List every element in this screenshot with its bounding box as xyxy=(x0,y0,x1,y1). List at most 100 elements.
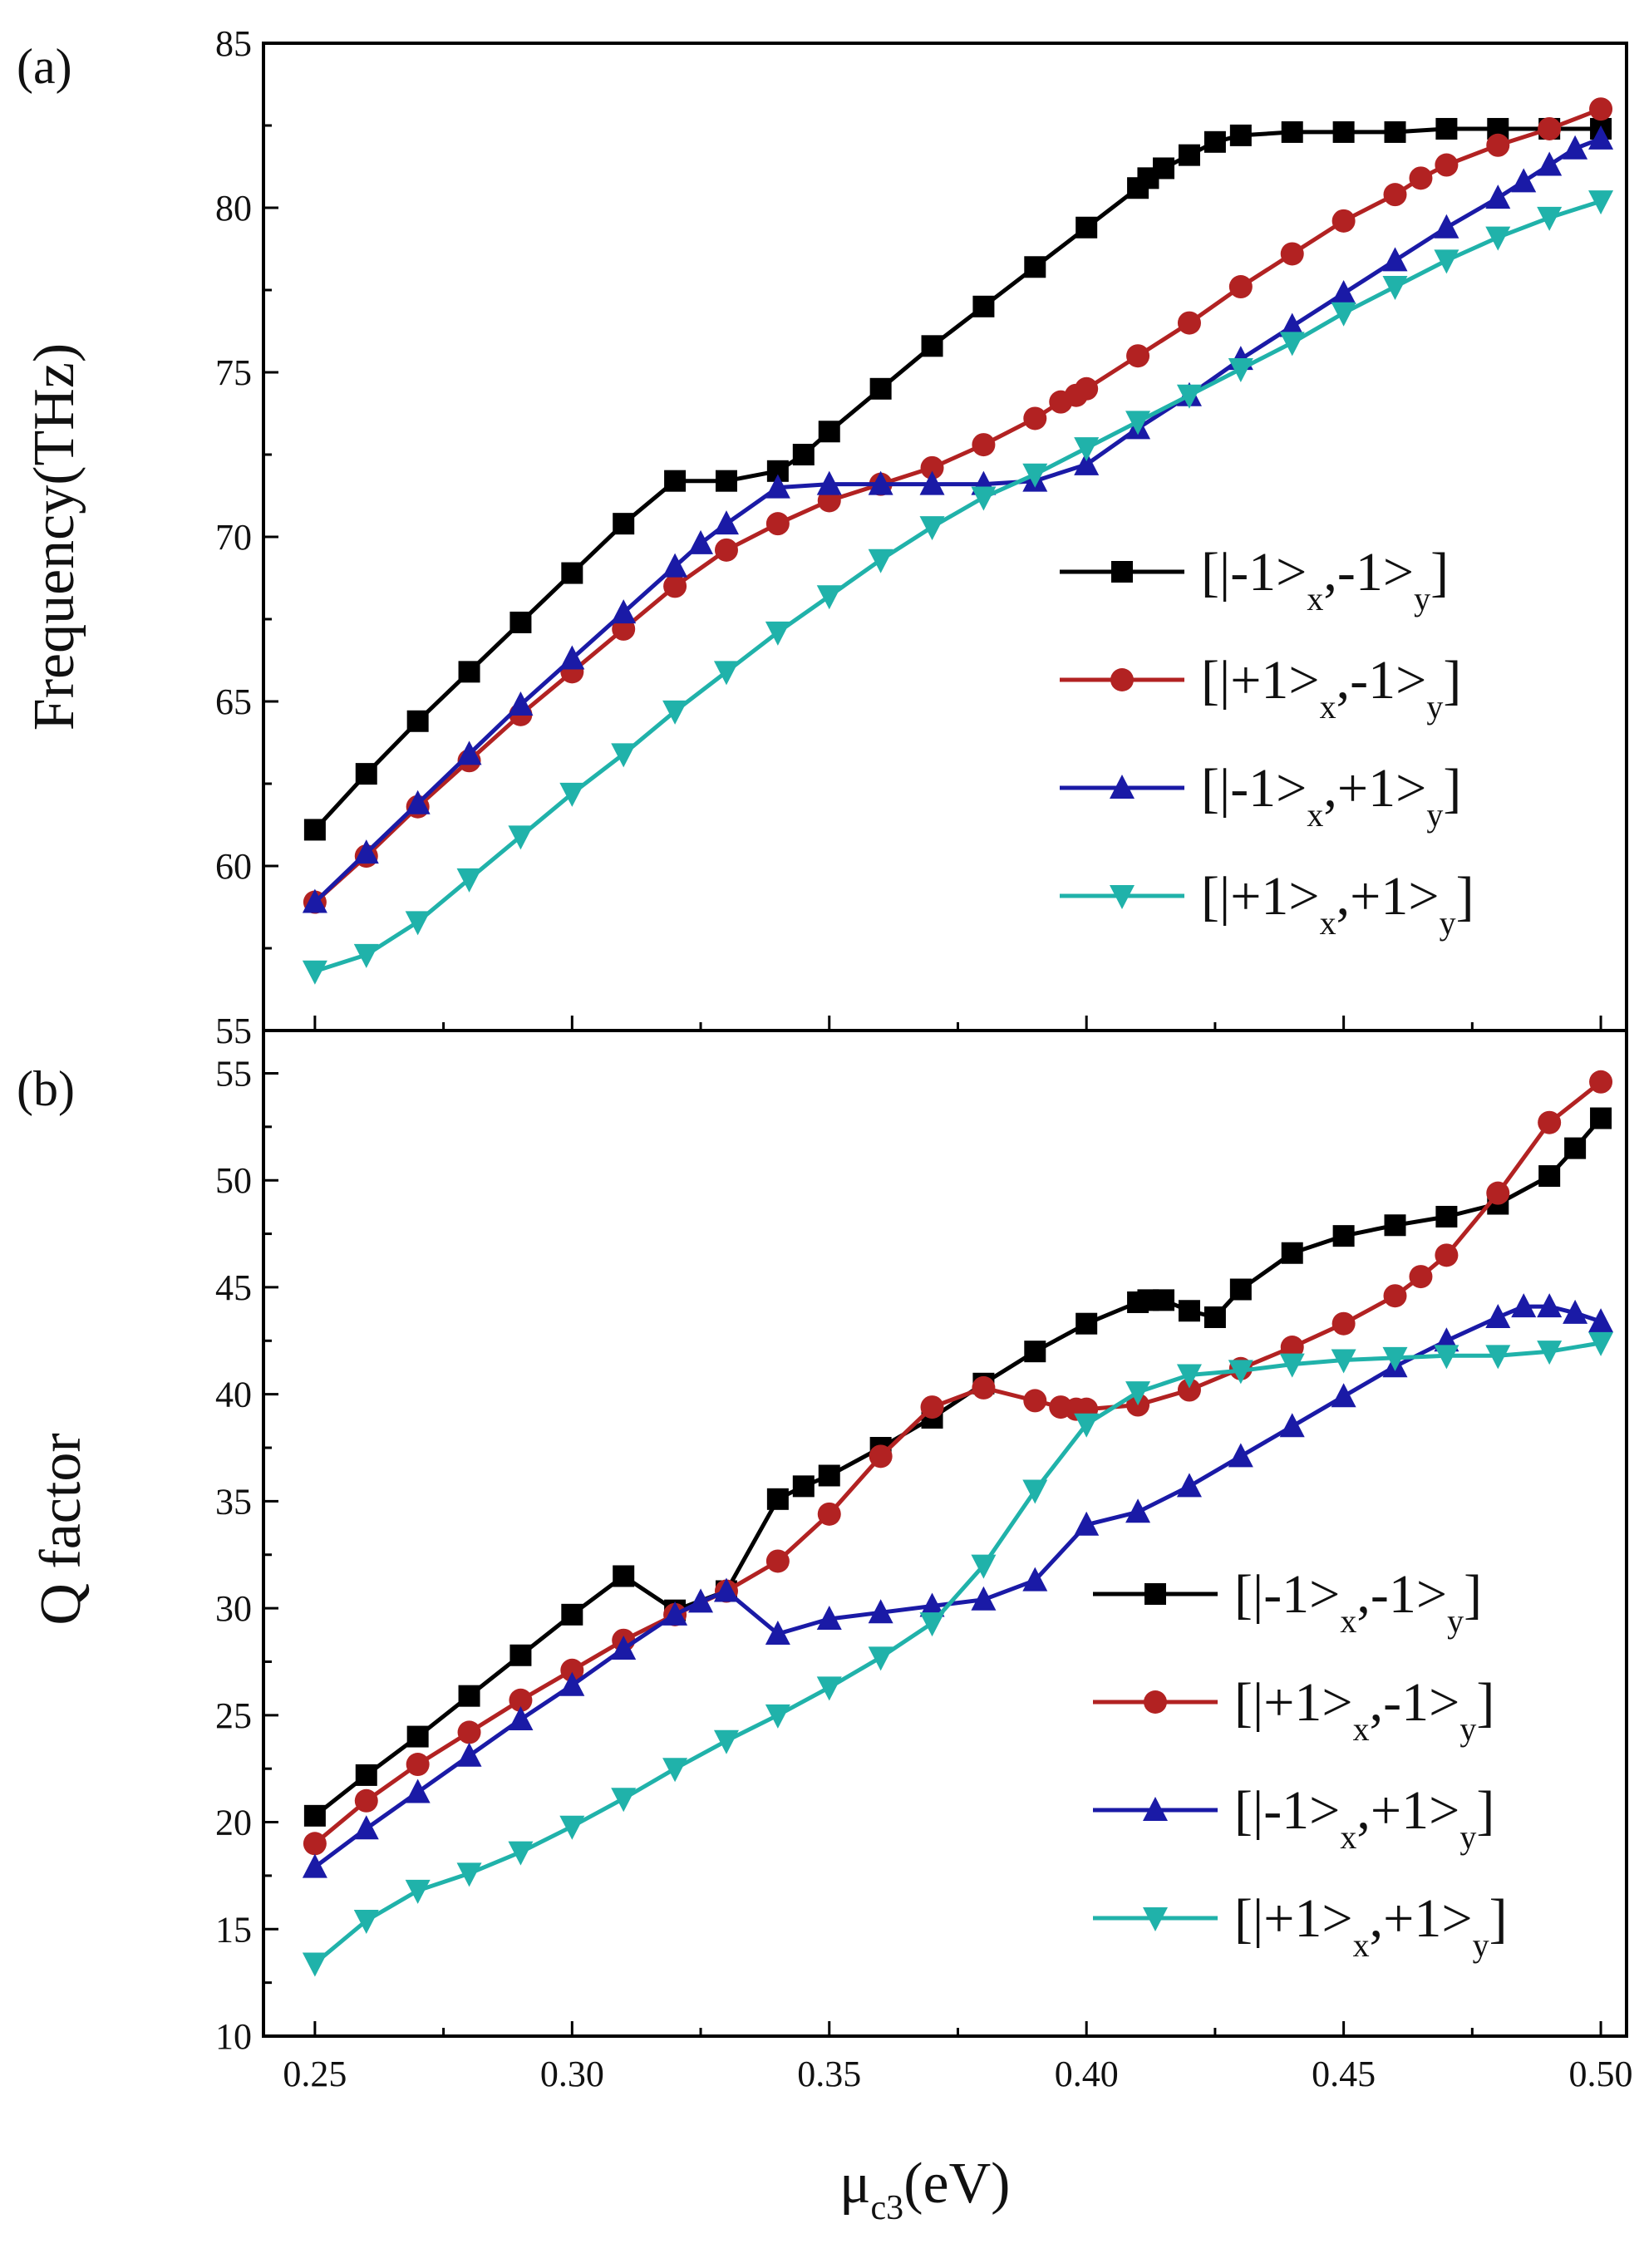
panel-b-data-point xyxy=(1022,1479,1048,1504)
panel-b-data-point xyxy=(1537,1293,1563,1318)
legend-marker xyxy=(1143,1797,1168,1821)
panel-b-data-point xyxy=(1383,1284,1407,1308)
legend-marker xyxy=(1144,1690,1167,1714)
panel-a-series-0 xyxy=(303,117,1612,841)
panel-b-y-tick-label: 30 xyxy=(215,1588,252,1629)
panel-a-data-point xyxy=(919,516,945,541)
panel-b-data-point xyxy=(1589,1070,1613,1094)
panel-b-data-point xyxy=(1485,1303,1511,1328)
panel-a-data-point xyxy=(662,553,688,578)
panel-b-y-axis-title: Q factor xyxy=(29,1433,93,1625)
panel-b-legend-item: [|-1>x,-1>y] xyxy=(1093,1564,1482,1640)
panel-b-data-point xyxy=(559,1815,585,1840)
panel-b-series-line xyxy=(313,1341,1602,1965)
legend-label-subscript: y xyxy=(1459,1710,1476,1748)
panel-a-data-point xyxy=(458,661,480,683)
panel-a-data-point xyxy=(1125,411,1151,435)
panel-a-y-tick-label: 55 xyxy=(215,1011,252,1051)
panel-b-frame xyxy=(262,1029,1628,2038)
panel-a-data-point xyxy=(972,433,996,457)
panel-b-data-point xyxy=(561,1603,583,1626)
panel-b-data-point xyxy=(303,1804,326,1827)
panel-b-data-point xyxy=(1280,1336,1304,1360)
legend-label-part: ,-1> xyxy=(1370,1672,1460,1733)
panel-a-data-point xyxy=(1563,135,1588,160)
panel-a-data-point xyxy=(921,335,943,357)
panel-a-data-point xyxy=(1485,184,1511,209)
panel-b-data-point xyxy=(458,1685,480,1707)
panel-b-data-point xyxy=(868,1599,893,1624)
legend-label-part: [|-1> xyxy=(1234,1564,1340,1625)
panel-a-data-point xyxy=(1075,376,1099,401)
legend-label-part: [|-1> xyxy=(1201,542,1307,603)
panel-a-data-point xyxy=(302,960,327,985)
panel-b-data-point xyxy=(1331,1383,1356,1408)
legend-label-part: ] xyxy=(1430,542,1449,603)
panel-a-data-point xyxy=(613,513,635,535)
panel-b-series-3 xyxy=(302,1331,1614,1977)
panel-a-data-point xyxy=(792,444,815,465)
panel-b-data-point xyxy=(816,1605,842,1630)
panel-a-data-point xyxy=(405,911,431,936)
legend-label-subscript: y xyxy=(1473,1926,1489,1964)
panel-a-data-point xyxy=(1382,247,1408,272)
panel-b-data-point xyxy=(1588,1331,1614,1356)
panel-b-data-point xyxy=(302,1952,327,1977)
panel-a-data-point xyxy=(302,888,327,913)
panel-b-data-point xyxy=(353,1815,379,1840)
legend-label-part: ] xyxy=(1443,758,1461,819)
panel-a-data-point xyxy=(509,611,532,633)
panel-a-data-point xyxy=(1022,463,1048,488)
panel-b-data-point xyxy=(355,1764,377,1786)
panel-a-data-point xyxy=(1203,130,1226,153)
panel-a-data-point xyxy=(561,562,583,584)
panel-b-data-point xyxy=(765,1621,790,1645)
panel-b-plot-area xyxy=(302,1070,1614,1977)
panel-b-data-point xyxy=(818,1464,840,1487)
panel-a-data-point xyxy=(1537,151,1563,176)
panel-b-data-point xyxy=(1228,1443,1253,1468)
panel-b-data-point xyxy=(1332,1225,1355,1247)
panel-b-legend-item: [|-1>x,+1>y] xyxy=(1093,1780,1494,1856)
panel-b-data-point xyxy=(405,1778,431,1803)
legend-label: [|+1>x,-1>y] xyxy=(1201,650,1461,726)
legend-label-subscript: y xyxy=(1447,1602,1464,1640)
legend-marker xyxy=(1110,775,1135,799)
legend-label-subscript: x xyxy=(1353,1926,1370,1964)
legend-label: [|-1>x,+1>y] xyxy=(1234,1780,1494,1856)
legend-label-part: [|+1> xyxy=(1201,650,1320,711)
legend-label-part: ] xyxy=(1476,1780,1494,1841)
panel-b-data-point xyxy=(1176,1473,1202,1498)
panel-b-x-tick-label: 0.30 xyxy=(540,2054,604,2094)
panel-a-data-point xyxy=(456,740,482,765)
panel-a-data-point xyxy=(1331,302,1356,327)
panel-b-data-point xyxy=(713,1577,739,1602)
panel-b-data-point xyxy=(1153,1289,1175,1311)
panel-b-series-1 xyxy=(303,1070,1613,1856)
legend-label-subscript: y xyxy=(1414,580,1430,617)
panel-a-data-point xyxy=(1538,116,1562,140)
panel-b-y-tick-label: 20 xyxy=(215,1803,252,1843)
panel-b-data-point xyxy=(509,1688,533,1712)
legend-marker xyxy=(1110,885,1135,909)
panel-a-data-point xyxy=(1588,190,1614,215)
legend-label-part: ,+1> xyxy=(1323,758,1426,819)
panel-a-data-point xyxy=(303,819,326,841)
panel-b-y-tick-label: 40 xyxy=(215,1375,252,1415)
panel-a-data-point xyxy=(715,470,737,492)
panel-b-y-ticks: 10 15 20 25 30 35 40 45 50 55 xyxy=(215,1053,278,2057)
panel-a-data-point xyxy=(1434,214,1459,239)
panel-b-data-point xyxy=(1176,1364,1202,1389)
panel-b-data-point xyxy=(1435,1243,1459,1267)
panel-b-x-tick-label: 0.45 xyxy=(1312,2054,1376,2094)
panel-a-legend-item: [|+1>x,-1>y] xyxy=(1060,650,1461,726)
legend-marker xyxy=(1144,1583,1166,1605)
legend-label: [|-1>x,-1>y] xyxy=(1234,1564,1482,1640)
panel-a-data-point xyxy=(1537,206,1563,231)
panel-b-data-point xyxy=(456,1742,482,1767)
legend-label-subscript: y xyxy=(1440,904,1456,942)
legend-label: [|+1>x,+1>y] xyxy=(1234,1888,1508,1964)
panel-a-y-axis-title: Frequency(THz) xyxy=(22,343,86,731)
panel-b-data-point xyxy=(971,1586,997,1611)
legend-label-part: ,+1> xyxy=(1356,1780,1459,1841)
